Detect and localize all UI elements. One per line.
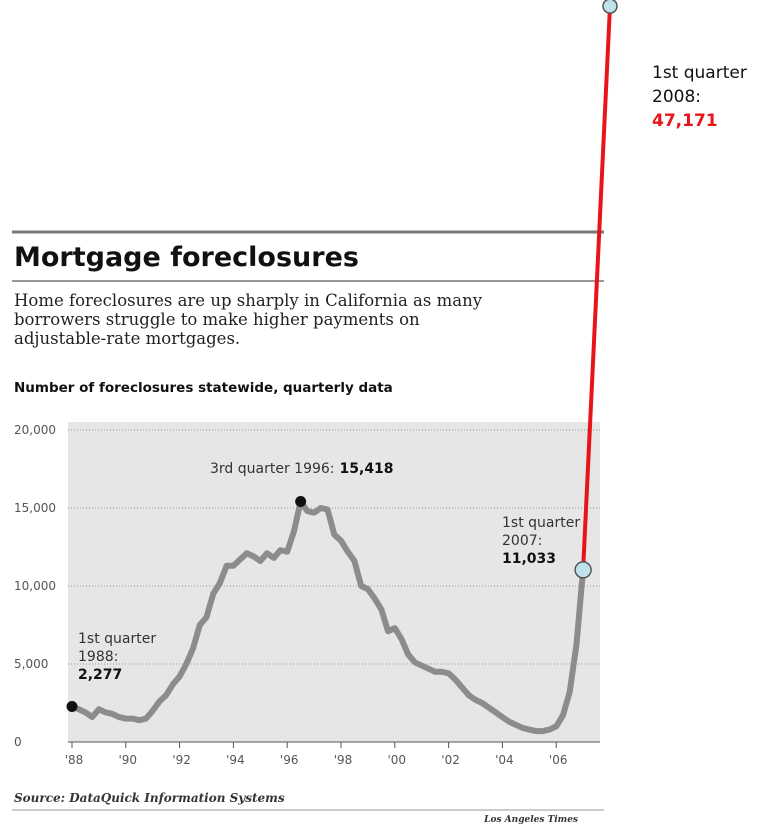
annotation-text: 1st quarter [78, 631, 156, 647]
highlight-point [66, 700, 78, 712]
x-tick-label: '92 [172, 753, 191, 767]
value-label: 47,171 [652, 111, 718, 131]
highlight-point [574, 561, 592, 579]
value-label: 15,418 [340, 461, 394, 477]
credit: Los Angeles Times [483, 815, 578, 824]
subtitle-line: borrowers struggle to make higher paymen… [14, 310, 420, 329]
annotation-text: 3rd quarter 1996: [210, 461, 335, 477]
value-label: 2,277 [78, 667, 122, 683]
y-tick-label: 15,000 [14, 501, 56, 515]
highlight-point [295, 495, 307, 507]
subtitle-line: adjustable-rate mortgages. [14, 329, 240, 348]
x-tick-label: '96 [280, 753, 299, 767]
x-tick-label: '90 [119, 753, 138, 767]
chart-title: Mortgage foreclosures [14, 242, 359, 273]
x-tick-label: '94 [226, 753, 245, 767]
x-tick-label: '98 [334, 753, 353, 767]
y-tick-label: 10,000 [14, 579, 56, 593]
annotation-text: 1st quarter [652, 63, 747, 83]
x-tick-label: '88 [65, 753, 84, 767]
annotation-text: 2008: [652, 87, 701, 107]
y-tick-label: 0 [14, 735, 22, 749]
series-line [581, 4, 612, 572]
annotation-text: 1st quarter [502, 515, 580, 531]
highlight-point [602, 0, 618, 14]
annotation-text: 2007: [502, 533, 542, 549]
y-tick-label: 20,000 [14, 423, 56, 437]
plot-area [68, 422, 600, 742]
source: Source: DataQuick Information Systems [14, 791, 285, 805]
value-label: 11,033 [502, 551, 556, 567]
x-tick-label: '00 [388, 753, 407, 767]
series-line [69, 498, 587, 735]
y-tick-label: 5,000 [14, 657, 48, 671]
y-axis-label: Number of foreclosures statewide, quarte… [14, 380, 393, 396]
x-tick-label: '04 [495, 753, 514, 767]
subtitle-line: Home foreclosures are up sharply in Cali… [14, 291, 483, 310]
x-tick-label: '02 [441, 753, 460, 767]
annotation-text: 1988: [78, 649, 118, 665]
x-tick-label: '06 [549, 753, 568, 767]
